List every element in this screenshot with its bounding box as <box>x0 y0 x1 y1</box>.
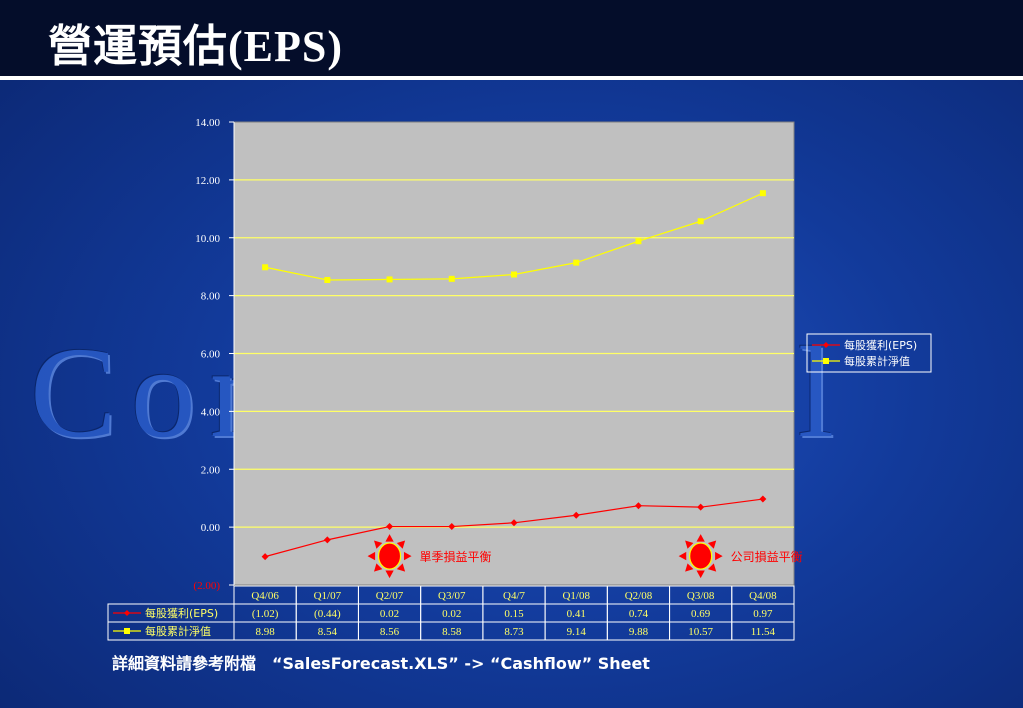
eps-point <box>323 536 331 544</box>
x-tick-label: Q3/08 <box>687 590 715 602</box>
data-label: 8.73 <box>504 626 524 638</box>
page-title: 營運預估(EPS) <box>48 10 343 74</box>
x-tick-label: Q1/07 <box>314 590 342 602</box>
annotation-ray <box>403 551 412 561</box>
eps-point <box>697 503 705 511</box>
annotation-ray <box>707 563 717 572</box>
legend-box <box>806 333 932 373</box>
title-bar <box>0 0 1023 76</box>
data-label: 0.15 <box>504 608 524 620</box>
data-label: 9.88 <box>629 626 649 638</box>
eps-point <box>386 523 394 531</box>
eps-point <box>634 502 642 510</box>
data-label: (0.44) <box>314 608 341 620</box>
table-cell <box>731 621 795 641</box>
legend-swatch-marker <box>823 342 829 348</box>
x-tick-label: Q2/07 <box>376 590 404 602</box>
legend-label: 每股累計淨值 <box>844 354 910 368</box>
annotation-ray <box>696 534 705 542</box>
nav-point <box>324 276 331 283</box>
table-swatch-marker <box>124 610 130 616</box>
annotation-marker <box>689 542 713 570</box>
data-label: 0.69 <box>691 608 711 620</box>
data-label: 10.57 <box>688 626 713 638</box>
eps-point <box>572 511 580 519</box>
y-tick-label: (2.00) <box>193 580 220 592</box>
data-label: 0.41 <box>567 608 586 620</box>
annotation-ray <box>373 540 383 549</box>
footer-note: 詳細資料請參考附檔 “SalesForecast.XLS” -> “Cashfl… <box>112 654 650 673</box>
annotation-label: 公司損益平衡 <box>731 549 803 564</box>
y-tick-label: 8.00 <box>201 291 221 303</box>
annotation-label: 單季損益平衡 <box>420 549 492 564</box>
page-title-cjk: 營運預估 <box>48 21 228 72</box>
table-row-label: 每股獲利(EPS) <box>145 606 218 620</box>
y-tick-label: 4.00 <box>201 406 221 418</box>
table-swatch-marker <box>124 628 130 634</box>
y-tick-label: 10.00 <box>195 233 220 245</box>
annotation-ray <box>707 540 717 549</box>
data-label: 8.54 <box>318 626 338 638</box>
annotation-ray <box>678 551 687 561</box>
x-tick-label: Q3/07 <box>438 590 466 602</box>
annotation-ray <box>685 540 694 549</box>
eps-point <box>510 519 518 527</box>
eps-point <box>261 553 269 561</box>
data-label: 0.74 <box>629 608 649 620</box>
data-label: 0.02 <box>442 608 461 620</box>
legend-swatch-marker <box>823 358 829 364</box>
annotation-ray <box>685 563 694 572</box>
nav-point <box>697 218 704 225</box>
data-label: (1.02) <box>252 608 279 620</box>
title-underline <box>0 76 1023 80</box>
data-label: 9.14 <box>567 626 587 638</box>
annotation-ray <box>715 551 723 561</box>
annotation-ray <box>396 563 406 572</box>
data-label: 8.56 <box>380 626 400 638</box>
eps-point <box>448 523 456 531</box>
annotation-ray <box>385 570 394 579</box>
y-tick-label: 0.00 <box>201 522 221 534</box>
x-tick-label: Q2/08 <box>625 590 653 602</box>
data-label: 8.58 <box>442 626 462 638</box>
nav-point <box>448 275 455 282</box>
annotation-ray <box>696 570 705 579</box>
legend-label: 每股獲利(EPS) <box>844 338 917 352</box>
annotation-marker <box>377 542 402 570</box>
data-label: 0.02 <box>380 608 399 620</box>
annotation-ray <box>373 563 383 572</box>
nav-point <box>386 276 393 283</box>
annotation-ray <box>385 534 394 542</box>
nav-point <box>573 259 580 266</box>
eps-point <box>759 495 767 503</box>
y-tick-label: 6.00 <box>201 349 221 361</box>
x-tick-label: Q4/7 <box>503 590 526 602</box>
page-title-latin: (EPS) <box>228 22 343 71</box>
data-label: 0.97 <box>753 608 773 620</box>
nav-point <box>262 264 269 271</box>
data-label: 11.54 <box>751 626 776 638</box>
data-label: 8.98 <box>255 626 275 638</box>
nav-point <box>759 190 766 197</box>
nav-point <box>511 271 517 278</box>
nav-point <box>635 238 642 245</box>
y-tick-label: 12.00 <box>195 175 220 187</box>
annotation-ray <box>367 551 376 561</box>
y-tick-label: 2.00 <box>201 464 221 476</box>
x-tick-label: Q4/06 <box>251 590 279 602</box>
x-tick-label: Q4/08 <box>749 590 777 602</box>
table-row-label: 每股累計淨值 <box>145 624 211 638</box>
y-tick-label: 14.00 <box>195 117 220 129</box>
table-row-header-cell <box>107 621 235 641</box>
annotation-ray <box>396 540 406 549</box>
x-tick-label: Q1/08 <box>562 590 590 602</box>
